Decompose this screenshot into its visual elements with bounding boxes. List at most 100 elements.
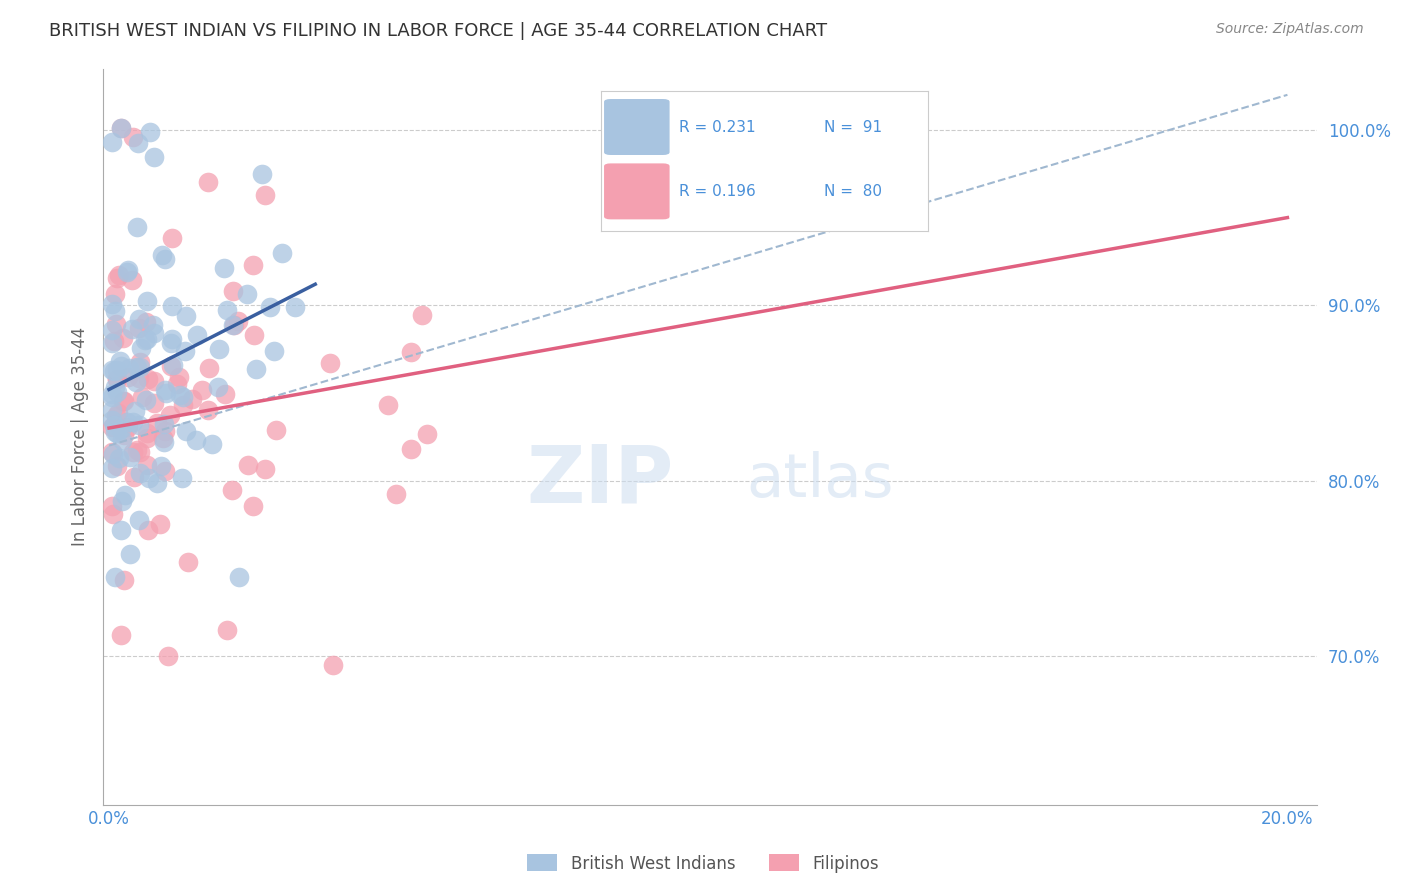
Point	[177, 555, 200, 569]
Point	[117, 263, 139, 277]
Point	[111, 434, 134, 448]
Point	[128, 359, 150, 374]
Point	[128, 444, 150, 458]
Point	[121, 129, 143, 144]
Point	[377, 398, 399, 412]
Point	[112, 394, 135, 409]
Point	[169, 387, 191, 401]
Point	[135, 458, 157, 473]
Y-axis label: In Labor Force | Age 35-44: In Labor Force | Age 35-44	[72, 327, 89, 547]
Point	[146, 475, 169, 490]
Point	[103, 364, 125, 378]
Point	[112, 573, 135, 587]
Point	[197, 403, 219, 417]
Point	[322, 657, 344, 672]
Point	[136, 432, 159, 446]
Point	[110, 121, 132, 136]
Point	[104, 304, 127, 318]
Point	[236, 458, 259, 472]
Point	[169, 369, 191, 384]
Point	[214, 387, 236, 401]
Point	[103, 417, 125, 432]
Point	[101, 420, 124, 434]
Point	[101, 412, 124, 426]
Point	[115, 265, 138, 279]
Point	[160, 332, 183, 346]
Point	[105, 458, 128, 473]
Point	[176, 309, 198, 323]
Point	[121, 321, 143, 335]
Point	[401, 442, 423, 456]
Point	[215, 302, 238, 317]
Point	[254, 462, 277, 476]
Point	[259, 300, 281, 314]
Point	[224, 318, 246, 332]
Point	[101, 323, 124, 337]
Point	[131, 390, 153, 404]
Point	[143, 396, 166, 410]
Point	[124, 404, 146, 418]
Point	[222, 318, 245, 332]
Point	[112, 394, 135, 409]
Point	[166, 377, 188, 392]
Point	[142, 318, 165, 332]
Point	[118, 450, 141, 464]
Point	[108, 268, 131, 283]
Point	[103, 425, 125, 440]
Point	[104, 286, 127, 301]
Point	[207, 380, 229, 394]
Point	[110, 121, 132, 136]
Point	[129, 355, 152, 369]
Point	[250, 167, 273, 181]
Point	[155, 252, 177, 266]
Point	[104, 570, 127, 584]
Point	[242, 258, 264, 272]
Point	[271, 246, 294, 260]
Point	[153, 384, 176, 398]
Point	[112, 427, 135, 442]
Point	[110, 523, 132, 537]
Point	[127, 360, 149, 375]
Point	[172, 390, 194, 404]
Point	[186, 327, 208, 342]
Point	[197, 360, 219, 375]
Point	[253, 188, 276, 202]
Point	[101, 297, 124, 311]
Point	[128, 320, 150, 334]
Point	[135, 315, 157, 329]
Point	[135, 393, 157, 408]
Point	[136, 524, 159, 538]
Point	[152, 431, 174, 445]
Point	[215, 623, 238, 637]
Point	[184, 434, 207, 448]
Point	[138, 471, 160, 485]
Point	[104, 380, 127, 394]
Point	[160, 336, 183, 351]
Point	[385, 486, 408, 500]
Point	[103, 447, 125, 461]
Point	[101, 390, 124, 404]
Point	[128, 466, 150, 480]
Point	[411, 308, 433, 322]
Point	[101, 336, 124, 351]
Point	[181, 392, 204, 406]
Point	[228, 570, 250, 584]
Point	[121, 273, 143, 287]
Point	[101, 499, 124, 513]
Point	[149, 517, 172, 532]
Point	[127, 442, 149, 457]
Point	[101, 135, 124, 149]
Point	[142, 150, 165, 164]
Point	[149, 458, 172, 473]
Point	[221, 483, 243, 497]
Point	[153, 464, 176, 478]
Point	[101, 387, 124, 401]
Point	[191, 383, 214, 397]
Point	[107, 450, 129, 465]
Point	[155, 385, 177, 400]
Point	[156, 648, 179, 663]
Point	[134, 333, 156, 347]
Point	[319, 356, 342, 370]
Point	[105, 372, 128, 386]
Point	[226, 313, 249, 327]
